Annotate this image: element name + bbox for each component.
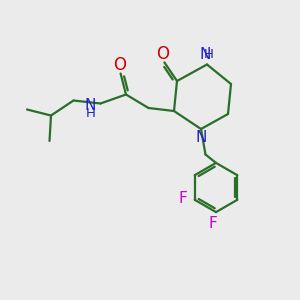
Text: O: O (113, 56, 127, 74)
Text: H: H (204, 48, 213, 62)
Text: H: H (86, 106, 96, 120)
Text: O: O (156, 45, 170, 63)
Text: N: N (200, 47, 211, 62)
Text: N: N (196, 130, 207, 146)
Text: F: F (208, 216, 217, 231)
Text: N: N (85, 98, 96, 112)
Text: F: F (179, 191, 188, 206)
